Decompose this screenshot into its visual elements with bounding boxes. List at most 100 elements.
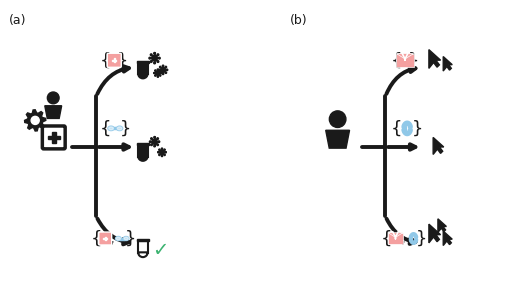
Bar [103,238,107,239]
Wedge shape [138,156,148,161]
Circle shape [155,75,156,76]
Circle shape [159,69,160,71]
Circle shape [159,154,160,156]
Text: }: } [120,119,131,137]
Circle shape [160,75,161,76]
FancyBboxPatch shape [107,53,121,67]
FancyArrowPatch shape [99,144,129,150]
Text: }: } [417,230,428,248]
Circle shape [160,70,161,71]
Bar [138,241,148,253]
Circle shape [151,61,152,62]
Bar [52,132,56,143]
Ellipse shape [123,236,129,240]
Text: ,: , [401,231,405,246]
Text: {: { [391,51,402,69]
Polygon shape [326,130,350,148]
Circle shape [161,148,163,149]
Ellipse shape [124,237,128,240]
Bar [137,143,149,145]
Text: }: } [117,51,128,69]
Circle shape [165,72,167,74]
Text: (a): (a) [9,14,26,27]
Bar [48,136,60,139]
Circle shape [162,65,164,66]
Circle shape [165,152,167,153]
Bar [112,60,117,61]
Circle shape [158,141,160,143]
Text: }: } [412,119,423,137]
Bar [138,145,148,157]
Circle shape [157,61,159,62]
FancyBboxPatch shape [99,232,112,245]
Circle shape [161,155,163,157]
Bar [137,239,149,241]
Ellipse shape [116,237,120,240]
Circle shape [157,69,159,70]
Text: ,: , [110,231,115,246]
Circle shape [162,73,164,75]
Ellipse shape [117,126,122,131]
Circle shape [157,138,159,139]
Text: {: { [90,230,102,248]
Circle shape [329,111,346,128]
Polygon shape [24,110,46,131]
FancyArrowPatch shape [387,219,415,244]
Polygon shape [45,106,62,118]
Circle shape [160,150,164,154]
Polygon shape [433,137,444,154]
Text: {: { [100,119,112,137]
Text: ✓: ✓ [152,241,168,260]
Polygon shape [443,231,452,245]
Circle shape [151,54,152,56]
FancyArrowPatch shape [97,219,129,244]
Circle shape [167,69,168,71]
Text: }: } [408,51,419,69]
Circle shape [149,57,151,59]
Text: {: { [100,51,112,69]
Circle shape [154,136,155,138]
Text: (b): (b) [290,14,307,27]
Circle shape [159,149,160,151]
Circle shape [152,139,157,144]
Text: }: } [125,230,136,248]
Ellipse shape [108,126,114,131]
Circle shape [164,149,165,151]
Wedge shape [138,252,148,257]
Circle shape [159,57,160,59]
Circle shape [160,72,161,74]
Circle shape [149,141,151,143]
Text: {: { [381,230,392,248]
Circle shape [156,71,160,75]
FancyArrowPatch shape [97,66,129,94]
Bar [113,58,115,62]
Polygon shape [388,233,403,237]
Text: {: { [391,119,402,137]
Circle shape [155,70,156,71]
Circle shape [158,152,159,153]
Circle shape [157,76,159,77]
Circle shape [154,62,155,64]
Bar [396,54,413,67]
FancyArrowPatch shape [386,66,415,94]
Polygon shape [438,219,446,233]
Circle shape [157,54,159,56]
Circle shape [154,72,155,74]
Circle shape [151,138,152,139]
Circle shape [164,154,165,156]
Circle shape [152,55,157,61]
Ellipse shape [109,127,113,130]
Bar [105,237,106,240]
Bar [137,61,149,63]
Ellipse shape [115,236,121,240]
Bar [388,233,403,244]
Circle shape [154,53,155,54]
FancyBboxPatch shape [43,126,65,149]
FancyArrowPatch shape [388,144,415,150]
Polygon shape [429,50,440,69]
Circle shape [161,72,162,74]
Polygon shape [443,56,452,71]
Polygon shape [396,54,413,59]
Circle shape [165,66,167,68]
Wedge shape [138,74,148,78]
